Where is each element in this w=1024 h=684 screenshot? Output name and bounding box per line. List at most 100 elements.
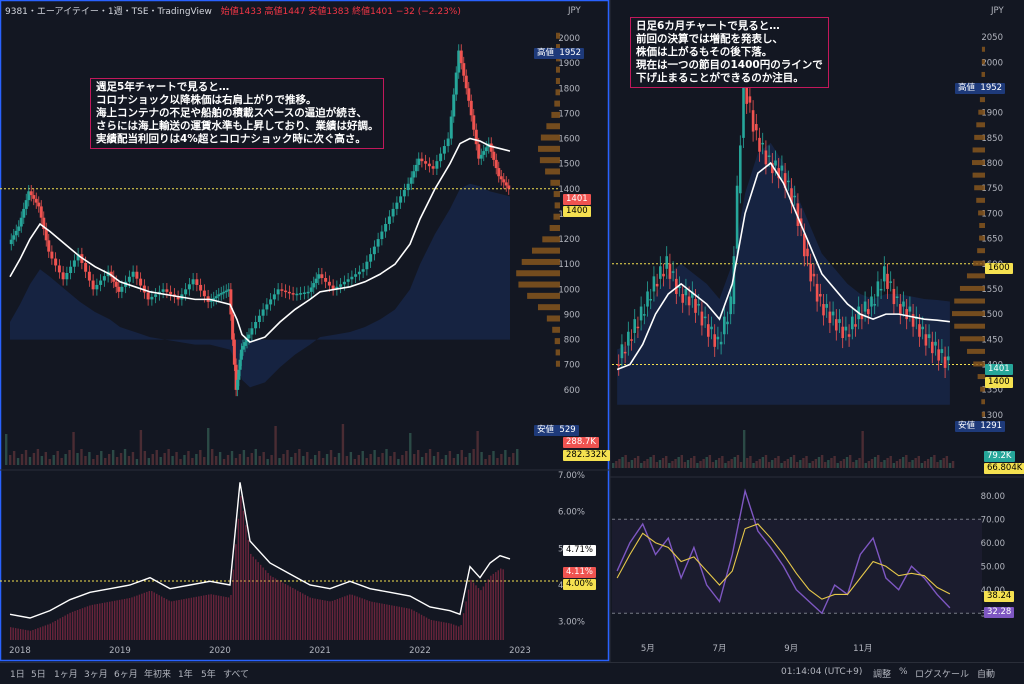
right-volume-bar [855, 460, 858, 468]
yield-histogram-bar [386, 604, 388, 640]
right-candle-body [681, 293, 685, 303]
yield-histogram-bar [480, 590, 482, 640]
yield-histogram-bar [457, 626, 460, 640]
range-5y[interactable]: 5年 [201, 670, 216, 680]
left-y-tick: 1400 [558, 185, 580, 195]
yield-y-tick: 3.00% [558, 618, 585, 628]
yield-histogram-bar [349, 594, 351, 640]
right-volume-bar [630, 460, 634, 468]
percent-toggle[interactable]: % [899, 667, 908, 677]
left-volume-profile-bar [546, 315, 560, 322]
right-candle-body [659, 266, 662, 279]
left-candle-body [459, 50, 463, 64]
right-volume-bar [661, 458, 665, 468]
yield-histogram-bar [34, 629, 37, 640]
left-candle-body [284, 290, 288, 293]
left-candle-body [247, 334, 251, 339]
left-candle-body [237, 369, 241, 380]
right-volume-bar [814, 459, 818, 468]
right-volume-bar [939, 460, 942, 468]
osc-y-tick: 50.00 [981, 562, 1005, 572]
right-volume-bar [892, 463, 896, 468]
left-y-tick: 1200 [558, 235, 580, 245]
left-candle-body [57, 265, 61, 273]
left-candle-body [114, 281, 118, 287]
range-1m[interactable]: 1ヶ月 [54, 670, 78, 680]
right-candle-body [735, 185, 739, 249]
range-ytd[interactable]: 年初来 [144, 670, 172, 680]
left-candle-body [12, 235, 16, 240]
right-candle-body [908, 306, 912, 312]
yield-histogram-bar [363, 599, 366, 640]
right-volume-bar [649, 457, 652, 468]
range-3m[interactable]: 3ヶ月 [84, 670, 108, 680]
left-candle-body [117, 286, 121, 292]
right-volume-profile-bar [981, 46, 985, 52]
yield-histogram-bar [252, 556, 254, 640]
left-x-tick: 2019 [109, 646, 131, 656]
right-candle-body [818, 293, 822, 297]
left-volume-bar [310, 459, 313, 465]
right-candle-body [617, 364, 621, 366]
adjust-toggle[interactable]: 調整 [873, 670, 892, 680]
left-volume-bar [28, 457, 32, 465]
right-volume-bar [689, 458, 693, 468]
range-1y[interactable]: 1年 [178, 670, 193, 680]
left-candle-body [504, 182, 508, 186]
left-candle-body [229, 289, 233, 315]
right-volume-bar [852, 462, 855, 468]
left-candle-body [127, 276, 131, 282]
yield-histogram-bar [79, 609, 81, 640]
right-volume-profile-bar [966, 273, 985, 279]
range-6m[interactable]: 6ヶ月 [114, 670, 138, 680]
left-volume-bar [254, 449, 257, 465]
range-all[interactable]: すべて [223, 670, 250, 680]
osc-band [612, 519, 982, 614]
left-candle-body [469, 100, 473, 116]
left-volume-ma-tag: 282.332K [563, 450, 610, 461]
right-y-tick: 1850 [981, 134, 1003, 144]
left-volume-bar [349, 452, 353, 465]
left-candle-body [317, 274, 321, 279]
yield-histogram-bar [391, 605, 393, 640]
right-cloud-area [617, 142, 950, 405]
yield-histogram-bar [61, 616, 64, 640]
left-candle-body [414, 164, 418, 172]
left-candle-body [402, 190, 406, 197]
yield-histogram-bar [210, 594, 212, 640]
left-candle-body [339, 284, 343, 287]
yield-histogram-bar [485, 582, 487, 640]
yield-histogram-bar [200, 595, 202, 640]
yield-histogram-bar [148, 591, 150, 640]
left-candle-body [199, 284, 203, 291]
osc-y-tick: 80.00 [981, 492, 1005, 502]
range-1d[interactable]: 1日 [10, 670, 25, 680]
left-volume-bar [262, 452, 265, 465]
left-candle-body [243, 342, 247, 346]
yield-y-tick: 6.00% [558, 508, 585, 518]
right-candle-body [809, 263, 812, 282]
left-volume-profile-bar [521, 258, 560, 265]
right-volume-bar [677, 457, 680, 468]
right-volume-profile-bar [979, 235, 985, 241]
yield-histogram-bar [52, 622, 54, 640]
yield-histogram-bar [294, 589, 297, 640]
yield-histogram-bar [274, 578, 277, 640]
right-volume-bar [758, 459, 761, 468]
range-5d[interactable]: 5日 [31, 670, 46, 680]
yield-histogram-bar [81, 608, 84, 640]
left-candle-body [250, 328, 254, 335]
auto-scale-toggle[interactable]: 自動 [977, 670, 996, 680]
yield-histogram-bar [27, 630, 29, 640]
log-scale-toggle[interactable]: ログスケール [915, 670, 970, 680]
yield-histogram-bar [250, 553, 252, 640]
left-y-tick: 600 [564, 386, 580, 396]
right-volume-bar [917, 456, 920, 468]
right-volume-bar [668, 463, 671, 468]
right-volume-bar [633, 458, 637, 468]
left-volume-profile-bar [537, 304, 560, 311]
left-volume-bar [266, 459, 269, 465]
left-volume-bar [195, 454, 198, 465]
yield-histogram-bar [287, 585, 289, 640]
